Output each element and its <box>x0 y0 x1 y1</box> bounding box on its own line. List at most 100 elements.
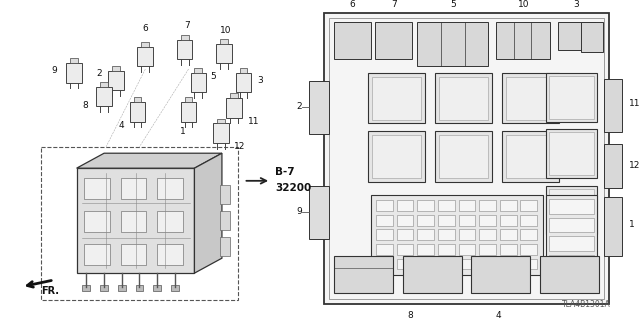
Bar <box>500 215 516 226</box>
Bar <box>100 285 108 291</box>
Bar <box>546 186 597 234</box>
Text: 9: 9 <box>51 67 57 76</box>
Bar <box>217 119 225 124</box>
Bar <box>141 42 149 47</box>
Bar <box>546 196 597 275</box>
Bar <box>220 211 230 230</box>
Bar <box>84 178 110 199</box>
Bar <box>84 244 110 265</box>
Bar <box>70 58 77 63</box>
Bar <box>171 285 179 291</box>
Bar <box>157 244 182 265</box>
Bar <box>368 131 425 182</box>
Bar <box>118 285 125 291</box>
Text: 5: 5 <box>210 72 216 81</box>
Text: 10: 10 <box>518 0 529 9</box>
Bar <box>459 215 476 226</box>
Bar <box>84 211 110 232</box>
Bar <box>376 215 393 226</box>
Bar <box>41 147 237 300</box>
Polygon shape <box>77 153 222 168</box>
Bar <box>496 22 550 59</box>
Bar <box>220 237 230 256</box>
Text: 12: 12 <box>234 142 245 151</box>
Bar <box>549 236 594 251</box>
Bar <box>220 39 228 44</box>
Text: 6: 6 <box>143 24 148 33</box>
Bar <box>502 131 559 182</box>
Text: 1: 1 <box>180 127 186 136</box>
Bar <box>520 259 537 269</box>
Bar <box>472 256 531 292</box>
Bar <box>438 215 454 226</box>
Bar <box>180 35 189 40</box>
Bar <box>435 131 492 182</box>
Bar <box>177 40 193 59</box>
Bar <box>372 135 421 178</box>
Text: 5: 5 <box>450 0 456 9</box>
Text: B-7: B-7 <box>275 167 294 177</box>
Bar <box>157 211 182 232</box>
Text: 2: 2 <box>97 69 102 78</box>
Bar <box>500 229 516 240</box>
Bar <box>397 200 413 211</box>
Bar <box>371 196 543 275</box>
Bar <box>558 22 595 50</box>
Text: 32200: 32200 <box>275 183 311 193</box>
Bar <box>549 76 594 119</box>
Bar <box>549 255 594 269</box>
Bar <box>372 77 421 120</box>
Bar <box>121 244 147 265</box>
Text: 10: 10 <box>220 26 232 35</box>
Bar <box>604 144 621 188</box>
Bar <box>376 200 393 211</box>
Bar <box>549 188 594 231</box>
Bar <box>549 218 594 232</box>
Bar <box>184 97 193 102</box>
Bar <box>549 199 594 214</box>
Bar <box>157 178 182 199</box>
Bar <box>368 73 425 124</box>
Bar <box>195 68 202 73</box>
Bar <box>334 256 393 292</box>
Bar <box>549 132 594 175</box>
Text: 8: 8 <box>408 311 413 320</box>
Bar <box>546 73 597 122</box>
Bar <box>121 211 147 232</box>
Bar <box>230 93 237 98</box>
Bar <box>376 259 393 269</box>
Bar <box>134 97 141 102</box>
Bar <box>459 259 476 269</box>
Text: 6: 6 <box>349 0 355 9</box>
Bar <box>376 229 393 240</box>
Bar <box>66 63 81 83</box>
Bar <box>180 102 196 122</box>
Bar <box>520 244 537 255</box>
Bar <box>417 244 434 255</box>
Bar <box>581 22 603 52</box>
Text: 7: 7 <box>391 0 397 9</box>
Bar <box>479 215 496 226</box>
Bar <box>479 259 496 269</box>
Bar <box>500 200 516 211</box>
Bar <box>479 200 496 211</box>
Bar <box>502 73 559 124</box>
Bar <box>96 86 112 106</box>
Bar <box>397 229 413 240</box>
Bar <box>500 259 516 269</box>
Bar <box>309 81 329 134</box>
Text: FR.: FR. <box>41 286 60 296</box>
Bar <box>479 244 496 255</box>
Bar <box>500 244 516 255</box>
Bar <box>479 229 496 240</box>
Text: 3: 3 <box>257 76 263 85</box>
Text: TLA4B1301A: TLA4B1301A <box>562 300 611 309</box>
Bar <box>438 200 454 211</box>
Bar <box>100 82 108 86</box>
Text: 4: 4 <box>496 311 502 320</box>
Bar <box>216 44 232 63</box>
Text: 3: 3 <box>573 0 579 9</box>
Bar <box>438 259 454 269</box>
Text: 7: 7 <box>185 21 191 30</box>
Bar <box>397 215 413 226</box>
